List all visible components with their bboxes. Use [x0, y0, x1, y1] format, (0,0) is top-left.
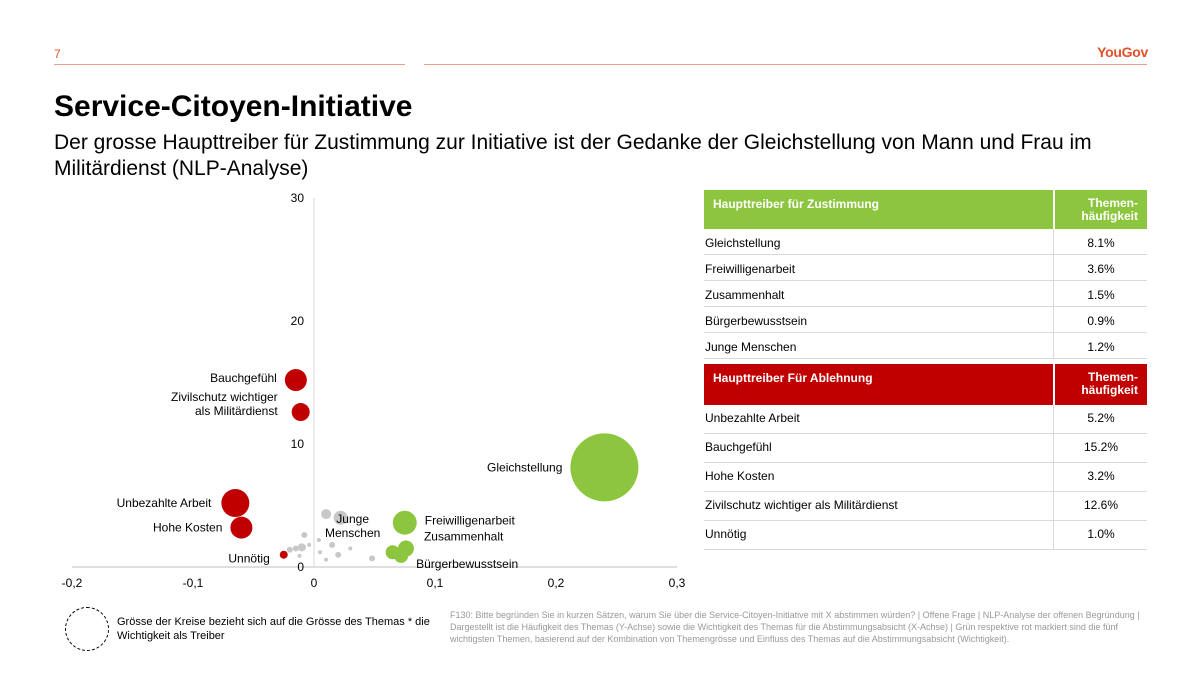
- x-tick-label: 0: [311, 576, 318, 590]
- rejection-header-label: Haupttreiber Für Ablehnung: [713, 371, 873, 385]
- bubble-other: [333, 510, 348, 525]
- y-tick-label: 10: [291, 437, 305, 451]
- bubble-other: [329, 541, 336, 548]
- footnote: F130: Bitte begründen Sie in kurzen Sätz…: [450, 610, 1140, 644]
- bubble-junge-menschen: [385, 545, 400, 560]
- legend-text: Grösse der Kreise bezieht sich auf die G…: [117, 616, 430, 642]
- table-row-value: 1.2%: [1053, 333, 1148, 358]
- y-tick-label: 30: [291, 191, 305, 205]
- table-row: Bürgerbewusstsein 0.9%: [704, 307, 1147, 333]
- bubble-gleichstellung: [570, 433, 639, 502]
- page-number: 7: [54, 47, 61, 61]
- bubble-other: [316, 537, 321, 542]
- bubble-other: [307, 542, 312, 547]
- bubble-label: Junge: [336, 512, 369, 526]
- bubble-label: als Militärdienst: [195, 404, 278, 418]
- bubble-other: [335, 551, 342, 558]
- bubble-label: Zusammenhalt: [424, 530, 504, 544]
- table-row-name: Unnötig: [705, 527, 747, 541]
- table-row: Junge Menschen 1.2%: [704, 333, 1147, 359]
- bubble-label: Zivilschutz wichtiger: [171, 390, 278, 404]
- table-row: Freiwilligenarbeit 3.6%: [704, 255, 1147, 281]
- table-row-name: Junge Menschen: [705, 340, 797, 354]
- y-tick-label: 0: [297, 560, 304, 574]
- header-rule-left: [54, 64, 405, 65]
- bubble-label: Hohe Kosten: [153, 521, 222, 535]
- table-row: Unnötig 1.0%: [704, 521, 1147, 550]
- bubble-label: Unbezahlte Arbeit: [117, 496, 212, 510]
- table-row-name: Zivilschutz wichtiger als Militärdienst: [705, 498, 898, 512]
- bubble-label: Bauchgefühl: [210, 371, 277, 385]
- yougov-logo: YouGov: [1097, 44, 1148, 60]
- bubble-unnötig: [279, 550, 288, 559]
- bubble-other: [286, 546, 293, 553]
- bubble-zivilschutz-wichtiger-als-militärdienst: [291, 403, 310, 422]
- table-row: Bauchgefühl 15.2%: [704, 434, 1147, 463]
- bubble-other: [297, 543, 306, 552]
- table-row-name: Hohe Kosten: [705, 469, 775, 483]
- table-row-name: Bauchgefühl: [705, 440, 772, 454]
- x-tick-label: 0,3: [669, 576, 686, 590]
- x-tick-label: 0,2: [548, 576, 565, 590]
- y-tick-label: 20: [291, 314, 305, 328]
- legend-dashed-circle: [65, 607, 109, 651]
- approval-header-value: Themen-häufigkeit: [1081, 196, 1138, 223]
- table-row: Zusammenhalt 1.5%: [704, 281, 1147, 307]
- bubble-other: [292, 545, 299, 552]
- bubble-label: Freiwilligenarbeit: [425, 514, 516, 528]
- table-row: Hohe Kosten 3.2%: [704, 463, 1147, 492]
- bubble-chart: -0,2 -0,1 0 0,1 0,2 0,3 0 10 20 30 Unbezahlte Arbe…: [62, 191, 686, 590]
- table-row-value: 3.2%: [1053, 463, 1148, 491]
- bubble-label: Menschen: [325, 526, 380, 540]
- header-rule-right: [424, 64, 1147, 65]
- x-tick-label: -0,2: [62, 576, 83, 590]
- bubble-other: [324, 557, 329, 562]
- table-row-name: Bürgerbewusstsein: [705, 314, 808, 328]
- table-row-value: 0.9%: [1053, 307, 1148, 332]
- rejection-header-value: Themen-häufigkeit: [1081, 370, 1138, 397]
- bubble-bauchgefühl: [284, 369, 307, 392]
- bubble-other: [318, 550, 323, 555]
- table-row-name: Gleichstellung: [705, 236, 781, 250]
- bubble-other: [369, 555, 376, 562]
- table-row: Zivilschutz wichtiger als Militärdienst 1…: [704, 492, 1147, 521]
- bubble-freiwilligenarbeit: [392, 510, 417, 535]
- x-tick-label: -0,1: [183, 576, 204, 590]
- page-subtitle: Der grosse Haupttreiber für Zustimmung z…: [54, 131, 1092, 180]
- table-row-name: Zusammenhalt: [705, 288, 785, 302]
- table-row-name: Unbezahlte Arbeit: [705, 411, 800, 425]
- rejection-table-header: Haupttreiber Für Ablehnung Themen-häufig…: [704, 364, 1147, 405]
- approval-header-label: Haupttreiber für Zustimmung: [713, 197, 880, 211]
- bubble-other: [301, 532, 308, 539]
- bubble-unbezahlte-arbeit: [221, 489, 250, 518]
- bubble-hohe-kosten: [230, 516, 253, 539]
- x-tick-label: 0,1: [427, 576, 444, 590]
- table-row-value: 12.6%: [1053, 492, 1148, 520]
- table-row-value: 15.2%: [1053, 434, 1148, 462]
- table-row-value: 1.5%: [1053, 281, 1148, 306]
- approval-table-header: Haupttreiber für Zustimmung Themen-häufi…: [704, 190, 1147, 229]
- bubble-other: [297, 553, 302, 558]
- table-row-value: 1.0%: [1053, 521, 1148, 549]
- bubble-label: Unnötig: [228, 552, 269, 566]
- table-row: Unbezahlte Arbeit 5.2%: [704, 405, 1147, 434]
- table-row-name: Freiwilligenarbeit: [705, 262, 796, 276]
- approval-table: Haupttreiber für Zustimmung Themen-häufi…: [704, 190, 1147, 359]
- table-row: Gleichstellung 8.1%: [704, 229, 1147, 255]
- bubble-label: Gleichstellung: [487, 460, 562, 474]
- page-title: Service-Citoyen-Initiative: [54, 90, 413, 123]
- bubble-other: [348, 546, 353, 551]
- bubble-label: Bürgerbewusstsein: [416, 557, 518, 571]
- bubble-other: [321, 509, 332, 520]
- rejection-table: Haupttreiber Für Ablehnung Themen-häufig…: [704, 364, 1147, 550]
- table-row-value: 8.1%: [1053, 229, 1148, 254]
- table-row-value: 3.6%: [1053, 255, 1148, 280]
- table-row-value: 5.2%: [1053, 405, 1148, 433]
